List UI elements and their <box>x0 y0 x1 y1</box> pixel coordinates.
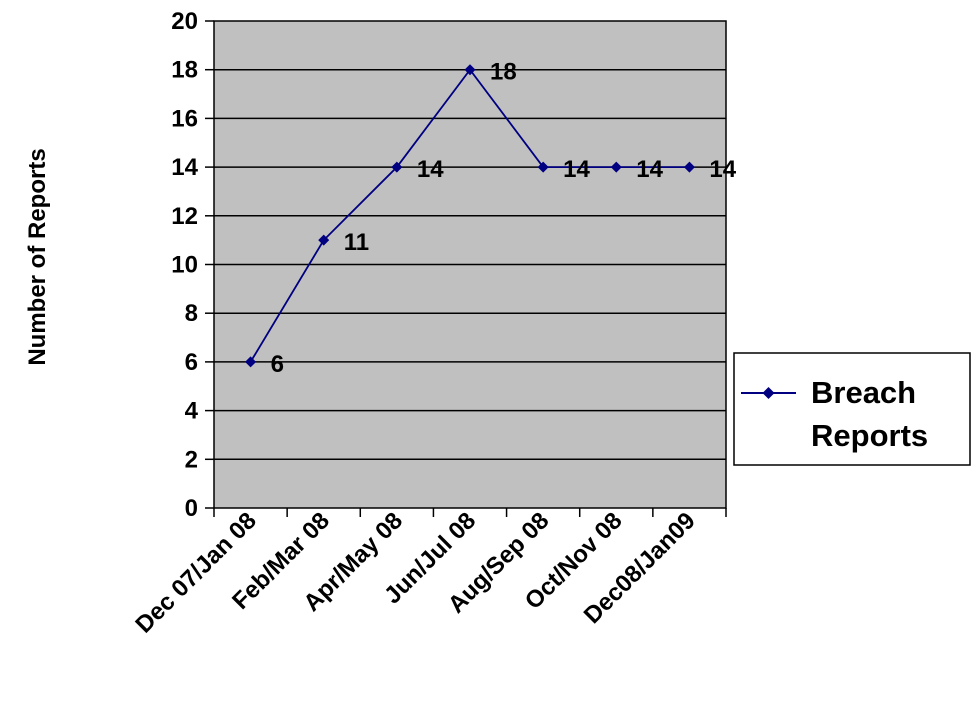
y-tick-label: 14 <box>171 154 198 181</box>
data-point-marker <box>391 161 403 173</box>
data-label: 6 <box>271 351 284 378</box>
y-tick-label: 10 <box>171 252 198 279</box>
data-label: 14 <box>709 156 736 183</box>
y-tick-label: 4 <box>185 398 199 425</box>
data-label: 14 <box>636 156 663 183</box>
data-point-marker <box>537 161 549 173</box>
y-axis: 0 2 4 6 8 10 12 14 16 18 20 <box>171 8 214 522</box>
data-point-marker <box>245 356 257 368</box>
data-point-marker <box>464 64 476 76</box>
y-axis-label: Number of Reports <box>24 148 51 365</box>
legend-label-line1: Breach <box>811 375 916 410</box>
data-point-marker <box>683 161 695 173</box>
data-label: 18 <box>490 59 517 86</box>
series-breach-reports <box>245 64 695 368</box>
legend-label-line2: Reports <box>811 418 928 453</box>
data-label: 14 <box>563 156 590 183</box>
data-label: 11 <box>344 229 369 256</box>
y-tick-label: 20 <box>171 8 198 35</box>
x-tick-label: Dec 07/Jan 08 <box>130 507 261 638</box>
y-tick-label: 16 <box>171 105 198 132</box>
y-tick-label: 0 <box>185 495 198 522</box>
y-tick-label: 6 <box>185 349 198 376</box>
legend-diamond-marker <box>762 387 775 399</box>
data-labels: 6 11 14 18 14 14 14 <box>271 59 737 378</box>
legend: Breach Reports <box>733 352 971 466</box>
data-point-marker <box>610 161 622 173</box>
y-tick-label: 2 <box>185 446 198 473</box>
y-tick-label: 8 <box>185 300 198 327</box>
data-point-marker <box>318 234 330 246</box>
y-tick-label: 12 <box>171 203 198 230</box>
data-label: 14 <box>417 156 444 183</box>
legend-box <box>733 352 971 466</box>
y-tick-label: 18 <box>171 57 198 84</box>
